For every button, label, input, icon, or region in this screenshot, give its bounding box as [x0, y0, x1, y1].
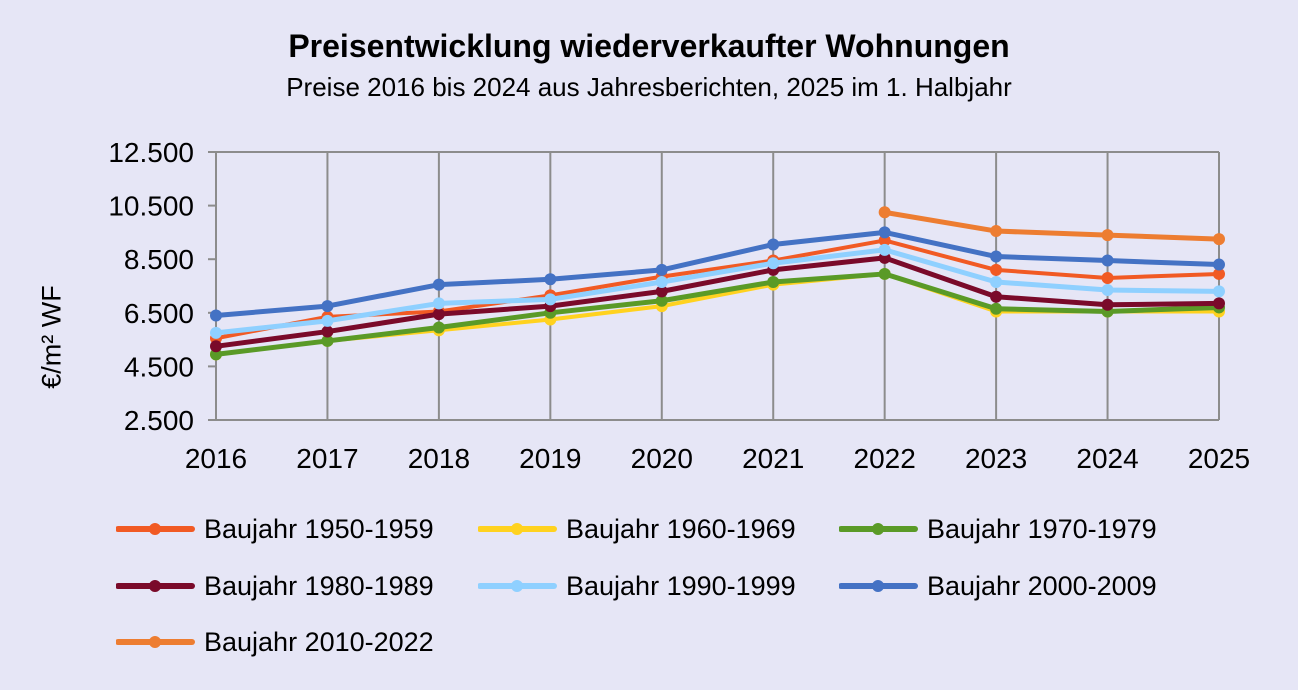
series-layer [210, 206, 1225, 361]
data-point [878, 243, 891, 256]
x-tick-label: 2024 [1076, 443, 1138, 474]
data-point [210, 340, 222, 353]
data-point [655, 275, 668, 288]
legend-item: Baujahr 2010-2022 [116, 622, 434, 662]
data-point [432, 321, 445, 334]
data-point [990, 225, 1003, 238]
legend-label: Baujahr 1980-1989 [204, 570, 434, 601]
legend-item: Baujahr 2000-2009 [839, 566, 1157, 606]
series-line [213, 255, 1222, 349]
legend-swatch [116, 636, 195, 648]
data-point [990, 302, 1003, 315]
data-point [878, 267, 891, 280]
data-point [655, 294, 668, 307]
series-line [213, 229, 1222, 318]
data-point [544, 293, 557, 306]
y-tick-label: 6.500 [124, 298, 194, 329]
data-point [878, 206, 891, 219]
x-tick-label: 2022 [854, 443, 916, 474]
data-point [321, 300, 334, 313]
chart-title: Preisentwicklung wiederverkaufter Wohnun… [288, 28, 1010, 64]
x-tick-label: 2018 [408, 443, 470, 474]
legend-item: Baujahr 1980-1989 [116, 566, 434, 606]
data-point [990, 275, 1003, 288]
legend-swatch [839, 580, 918, 592]
data-point [1213, 267, 1225, 280]
series-line [213, 271, 1222, 357]
data-point [1101, 229, 1114, 242]
data-point [432, 297, 445, 310]
data-point [1213, 297, 1225, 310]
data-point [210, 309, 222, 322]
data-point [321, 325, 334, 338]
chart-subtitle: Preise 2016 bis 2024 aus Jahresberichten… [286, 72, 1012, 102]
data-point [655, 285, 668, 298]
data-point [990, 263, 1003, 276]
data-point [1213, 258, 1225, 271]
series-baujahr-1990-1999 [210, 243, 1225, 339]
y-tick-label: 10.500 [108, 191, 194, 222]
legend-label: Baujahr 1970-1979 [927, 513, 1157, 544]
x-tick-label: 2025 [1188, 443, 1250, 474]
legend-item: Baujahr 1970-1979 [839, 509, 1157, 549]
legend-swatch [478, 523, 557, 535]
x-tick-label: 2020 [631, 443, 693, 474]
y-tick-label: 12.500 [108, 137, 194, 168]
data-point [767, 275, 780, 288]
x-tick-label: 2019 [519, 443, 581, 474]
data-point [655, 263, 668, 276]
legend-label: Baujahr 2010-2022 [204, 626, 434, 657]
data-point [1213, 285, 1225, 298]
data-point [990, 290, 1003, 303]
data-point [767, 238, 780, 251]
legend-label: Baujahr 1950-1959 [204, 513, 434, 544]
series-line [213, 247, 1222, 336]
x-tick-label: 2021 [742, 443, 804, 474]
y-tick-label: 4.500 [124, 351, 194, 382]
data-point [432, 308, 445, 321]
x-tick-label: 2016 [185, 443, 247, 474]
legend-label: Baujahr 2000-2009 [927, 570, 1157, 601]
data-point [1101, 284, 1114, 297]
chart-axes: 2.500 4.500 6.500 8.500 10.500 12.500 2016 2017… [108, 137, 1250, 474]
data-point [1101, 254, 1114, 267]
y-tick-label: 8.500 [124, 244, 194, 275]
data-point [544, 273, 557, 286]
legend-label: Baujahr 1960-1969 [566, 513, 796, 544]
legend-item: Baujahr 1950-1959 [116, 509, 434, 549]
data-point [990, 250, 1003, 263]
legend-swatch [116, 580, 195, 592]
data-point [321, 314, 334, 327]
data-point [1213, 233, 1225, 246]
legend-label: Baujahr 1990-1999 [566, 570, 796, 601]
legend-item: Baujahr 1960-1969 [478, 509, 796, 549]
legend-swatch [478, 580, 557, 592]
data-point [321, 334, 334, 347]
data-point [767, 257, 780, 270]
series-baujahr-2000-2009 [210, 226, 1225, 322]
x-tick-label: 2023 [965, 443, 1027, 474]
legend-swatch [839, 523, 918, 535]
series-line [882, 209, 1222, 242]
data-point [1101, 271, 1114, 284]
data-point [432, 278, 445, 291]
data-point [210, 326, 222, 339]
y-tick-label: 2.500 [124, 405, 194, 436]
series-baujahr-2010-2022 [878, 206, 1225, 246]
data-point [1101, 298, 1114, 311]
x-tick-label: 2017 [296, 443, 358, 474]
legend-item: Baujahr 1990-1999 [478, 566, 796, 606]
legend-swatch [116, 523, 195, 535]
data-point [878, 226, 891, 239]
